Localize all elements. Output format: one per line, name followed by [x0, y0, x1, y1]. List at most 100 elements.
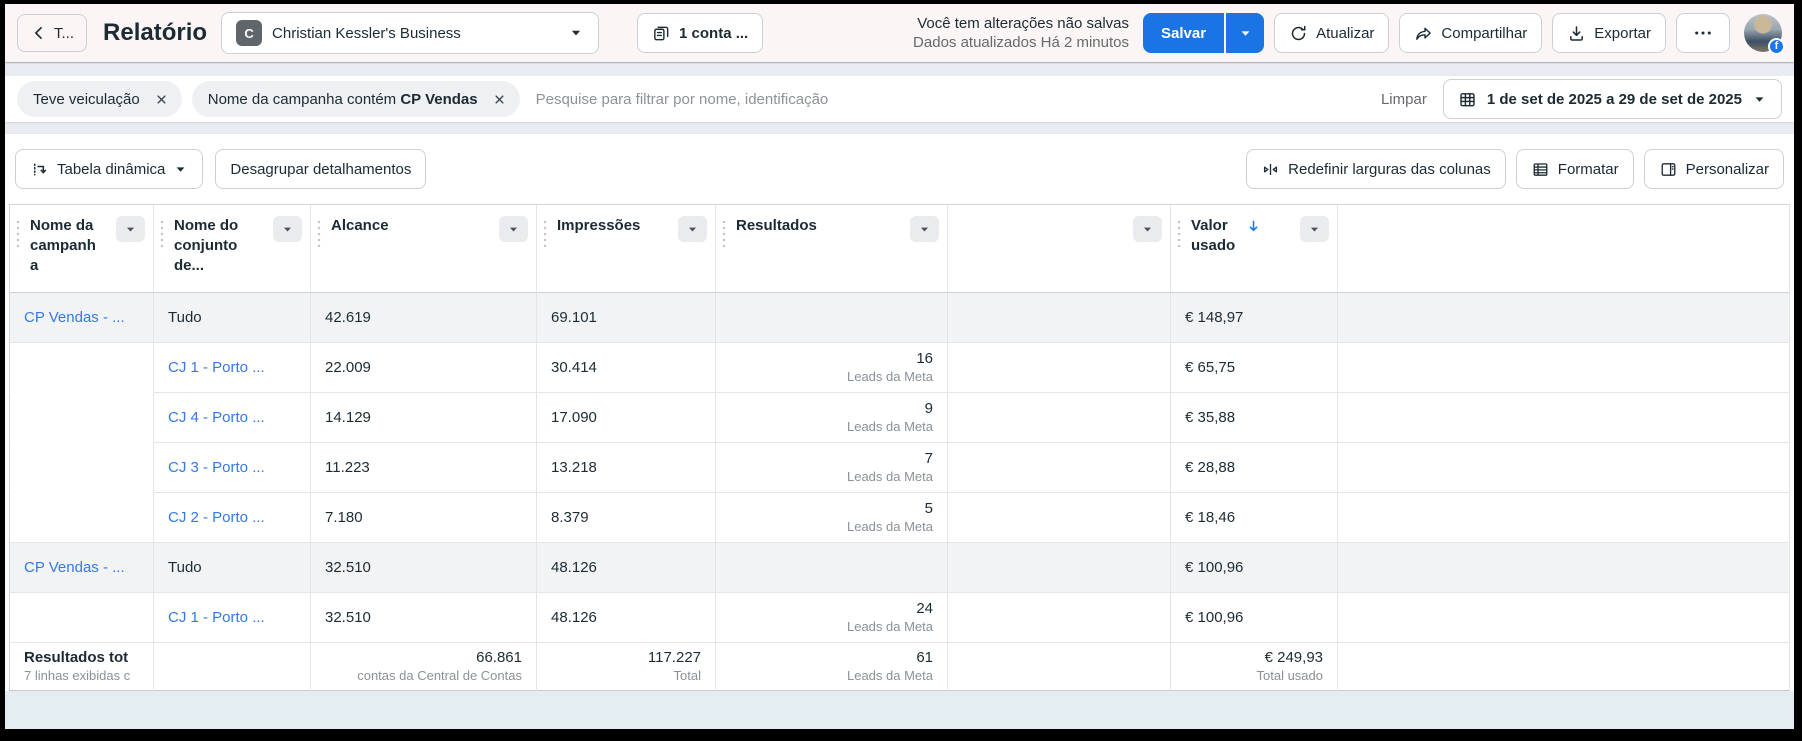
export-button[interactable]: Exportar	[1552, 13, 1666, 53]
campaign-link[interactable]: CP Vendas - ...	[24, 559, 125, 576]
campaign-link[interactable]: CP Vendas - ...	[24, 309, 125, 326]
adset-link[interactable]: CJ 1 - Porto ...	[168, 609, 265, 626]
refresh-button[interactable]: Atualizar	[1274, 13, 1390, 53]
more-options-button[interactable]	[1676, 13, 1730, 53]
chevron-left-icon	[30, 24, 48, 42]
spend-cell: € 65,75	[1171, 343, 1338, 393]
column-drag-handle[interactable]	[160, 219, 164, 249]
column-menu-button[interactable]	[116, 216, 145, 242]
empty-metric-cell	[948, 443, 1171, 493]
save-button[interactable]: Salvar	[1143, 13, 1225, 53]
table-row: CJ 2 - Porto ... 7.180 8.379 5 Leads da Meta…	[9, 493, 1790, 543]
impressions-cell: 13.218	[537, 443, 716, 493]
refresh-icon	[1289, 24, 1308, 43]
report-table: Nome da campanha Nome do conjunto de... Al…	[9, 204, 1790, 691]
footer-impressions-value: 117.227	[647, 649, 701, 666]
refresh-button-label: Atualizar	[1316, 24, 1375, 42]
business-avatar: C	[236, 20, 263, 46]
chevron-down-icon	[568, 25, 584, 41]
adset-cell: CJ 3 - Porto ...	[154, 443, 311, 493]
column-menu-button[interactable]	[1300, 216, 1329, 242]
empty-trailing-cell	[1338, 343, 1790, 393]
footer-empty-cell	[1338, 643, 1790, 691]
spend-cell: € 18,46	[1171, 493, 1338, 543]
user-avatar[interactable]: f	[1744, 14, 1785, 55]
empty-trailing-cell	[1338, 543, 1790, 593]
pivot-table-label: Tabela dinâmica	[57, 160, 166, 178]
adset-link[interactable]: CJ 3 - Porto ...	[168, 459, 265, 476]
chevron-down-icon	[1238, 26, 1253, 41]
column-menu-button[interactable]	[678, 216, 707, 242]
impressions-cell: 48.126	[537, 543, 716, 593]
save-split-button: Salvar	[1143, 13, 1265, 53]
campaign-cell	[9, 493, 154, 543]
format-button[interactable]: Formatar	[1515, 149, 1634, 189]
adset-label: Tudo	[168, 309, 202, 326]
chevron-down-icon	[280, 222, 295, 237]
accounts-button[interactable]: 1 conta ...	[637, 13, 764, 53]
clear-filters-button[interactable]: Limpar	[1380, 90, 1427, 108]
column-menu-button[interactable]	[273, 216, 302, 242]
results-cell	[716, 543, 948, 593]
footer-impressions-cell: 117.227 Total	[537, 643, 716, 691]
column-drag-handle[interactable]	[16, 219, 20, 249]
column-header-label: Nome da campanha	[30, 217, 96, 274]
table-toolbar: Tabela dinâmica Desagrupar detalhamentos…	[5, 134, 1794, 204]
remove-filter-button[interactable]	[486, 85, 514, 113]
column-header-label: Impressões	[557, 217, 641, 234]
results-value: 16	[916, 350, 933, 367]
footer-totals-cell: Resultados tot 7 linhas exibidas c	[9, 643, 154, 691]
date-range-selector[interactable]: 1 de set de 2025 a 29 de set de 2025	[1442, 79, 1782, 119]
reach-cell: 42.619	[311, 293, 537, 343]
accounts-button-label: 1 conta ...	[679, 24, 749, 42]
save-menu-button[interactable]	[1226, 13, 1265, 53]
footer-reach-value: 66.861	[476, 649, 522, 666]
reset-column-widths-icon	[1261, 160, 1280, 179]
footer-results-value: 61	[916, 649, 933, 666]
column-drag-handle[interactable]	[1177, 219, 1181, 249]
remove-filter-button[interactable]	[148, 85, 176, 113]
reach-cell: 22.009	[311, 343, 537, 393]
adset-cell: CJ 1 - Porto ...	[154, 343, 311, 393]
pivot-table-icon	[30, 160, 49, 179]
back-button[interactable]: T...	[17, 14, 88, 52]
business-selector[interactable]: C Christian Kessler's Business	[221, 12, 600, 54]
search-input[interactable]	[529, 90, 1371, 108]
reset-column-widths-button[interactable]: Redefinir larguras das colunas	[1246, 149, 1506, 189]
column-menu-button[interactable]	[499, 216, 528, 242]
customize-button[interactable]: Personalizar	[1643, 149, 1784, 189]
share-button[interactable]: Compartilhar	[1399, 13, 1543, 53]
footer-empty-cell	[948, 643, 1171, 691]
column-menu-button[interactable]	[910, 216, 939, 242]
table-footer-row: Resultados tot 7 linhas exibidas c 66.86…	[9, 643, 1790, 691]
back-button-label: T...	[54, 24, 75, 42]
filter-chip-label: Teve veiculação	[33, 90, 140, 108]
bottom-strip	[5, 691, 1794, 729]
column-header: Nome do conjunto de...	[154, 205, 311, 293]
impressions-cell: 30.414	[537, 343, 716, 393]
chevron-down-icon	[1307, 222, 1322, 237]
column-drag-handle[interactable]	[543, 219, 547, 249]
adset-cell: Tudo	[154, 293, 311, 343]
filter-bar: Teve veiculação Nome da campanha contém …	[5, 76, 1794, 122]
ungroup-breakdowns-button[interactable]: Desagrupar detalhamentos	[215, 149, 427, 189]
pivot-table-button[interactable]: Tabela dinâmica	[15, 149, 204, 189]
column-drag-handle[interactable]	[722, 219, 726, 249]
campaign-cell: CP Vendas - ...	[9, 293, 154, 343]
spend-cell: € 100,96	[1171, 543, 1338, 593]
filter-chip-delivery[interactable]: Teve veiculação	[17, 81, 182, 117]
filter-chip-campaign-name[interactable]: Nome da campanha contém CP Vendas	[191, 81, 520, 117]
adset-cell: CJ 4 - Porto ...	[154, 393, 311, 443]
adset-cell: Tudo	[154, 543, 311, 593]
adset-link[interactable]: CJ 4 - Porto ...	[168, 409, 265, 426]
column-menu-button[interactable]	[1133, 216, 1162, 242]
spend-cell: € 35,88	[1171, 393, 1338, 443]
results-type-label: Leads da Meta	[846, 369, 933, 384]
adset-link[interactable]: CJ 1 - Porto ...	[168, 359, 265, 376]
column-drag-handle[interactable]	[317, 219, 321, 249]
reach-cell: 14.129	[311, 393, 537, 443]
adset-link[interactable]: CJ 2 - Porto ...	[168, 509, 265, 526]
date-range-label: 1 de set de 2025 a 29 de set de 2025	[1486, 90, 1742, 108]
filter-chip-label: Nome da campanha contém CP Vendas	[207, 90, 478, 108]
empty-trailing-cell	[1338, 293, 1790, 343]
